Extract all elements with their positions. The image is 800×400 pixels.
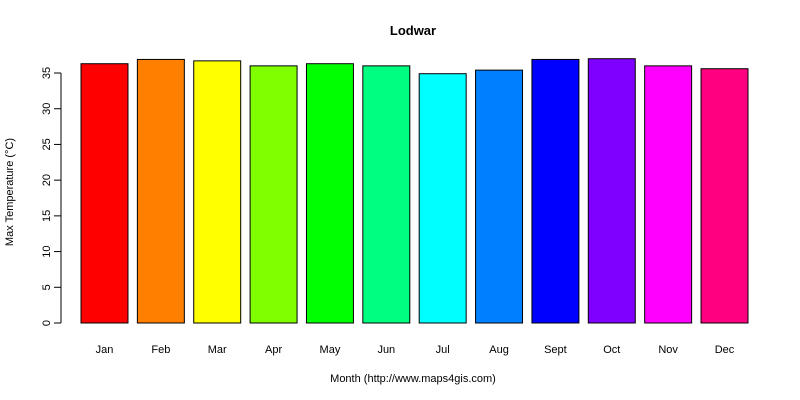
x-tick-label: Dec — [715, 344, 735, 356]
x-tick-label: Nov — [658, 344, 678, 356]
y-tick-label: 0 — [41, 320, 53, 326]
y-tick-label: 10 — [41, 245, 53, 257]
bar-oct — [587, 58, 636, 324]
y-tick-label: 20 — [41, 174, 53, 186]
x-tick-labels: Jan Feb Mar Apr May Jun Jul Aug Sept Oct Nov Dec — [96, 344, 735, 356]
y-tick-label: 25 — [41, 138, 53, 150]
y-tick-label: 30 — [41, 103, 53, 115]
x-tick-label: Jan — [96, 344, 114, 356]
y-tick-label: 15 — [41, 210, 53, 222]
x-tick-label: Feb — [151, 344, 170, 356]
bar-dec — [700, 68, 749, 324]
bars-group — [80, 58, 749, 324]
bar-nov — [644, 65, 693, 324]
x-tick-label: May — [320, 344, 341, 356]
bar-aug — [475, 69, 524, 324]
x-tick-label: Sept — [544, 344, 567, 356]
bar-mar — [193, 60, 242, 324]
bar-jul — [418, 73, 467, 324]
y-axis-label: Max Temperature (°C) — [4, 138, 16, 246]
x-tick-label: Mar — [208, 344, 227, 356]
x-tick-label: Jul — [436, 344, 450, 356]
bar-apr — [249, 65, 298, 324]
x-tick-label: Aug — [489, 344, 509, 356]
y-tick-label: 35 — [41, 67, 53, 79]
x-tick-label: Jun — [377, 344, 395, 356]
y-axis: 0 5 10 15 20 25 30 35 — [41, 67, 62, 326]
x-tick-label: Oct — [603, 344, 620, 356]
bar-jun — [362, 65, 411, 324]
bar-sept — [531, 58, 580, 324]
chart-title: Lodwar — [390, 23, 436, 38]
bar-feb — [136, 58, 185, 324]
bar-may — [305, 63, 354, 324]
bar-jan — [80, 63, 129, 324]
x-tick-label: Apr — [265, 344, 282, 356]
x-axis-label: Month (http://www.maps4gis.com) — [330, 373, 496, 385]
y-tick-label: 5 — [41, 284, 53, 290]
